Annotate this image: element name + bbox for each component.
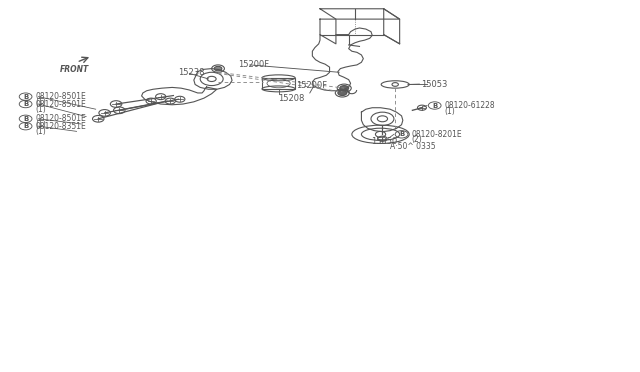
Text: (2): (2) [411, 135, 422, 144]
Text: B: B [23, 101, 28, 107]
Text: 08120-8201E: 08120-8201E [411, 130, 461, 139]
Text: (1): (1) [444, 106, 455, 116]
Text: (1): (1) [35, 98, 46, 107]
Text: 15238: 15238 [179, 68, 205, 77]
Text: B: B [23, 123, 28, 129]
Text: 08120-8351E: 08120-8351E [35, 122, 86, 131]
Text: B: B [432, 103, 437, 109]
Circle shape [340, 86, 349, 91]
Text: 08120-61228: 08120-61228 [444, 101, 495, 110]
Text: 08120-8501E: 08120-8501E [35, 92, 86, 101]
Circle shape [214, 66, 222, 71]
Text: 15200F: 15200F [296, 81, 327, 90]
Text: (1): (1) [35, 127, 46, 136]
Text: B: B [399, 131, 404, 137]
Text: FRONT: FRONT [60, 65, 89, 74]
Text: A·50^ 0335: A·50^ 0335 [390, 142, 436, 151]
Text: (1): (1) [35, 120, 46, 129]
FancyBboxPatch shape [262, 78, 295, 89]
Text: 15208: 15208 [278, 94, 305, 103]
Text: 15200F: 15200F [239, 60, 269, 69]
Text: 08120-8501E: 08120-8501E [35, 100, 86, 109]
Text: 15053: 15053 [420, 80, 447, 89]
Text: 15050: 15050 [371, 137, 397, 146]
Text: 08120-8501E: 08120-8501E [35, 114, 86, 123]
Circle shape [338, 90, 347, 96]
Text: B: B [23, 94, 28, 100]
Text: (1): (1) [35, 105, 46, 114]
Text: B: B [23, 116, 28, 122]
